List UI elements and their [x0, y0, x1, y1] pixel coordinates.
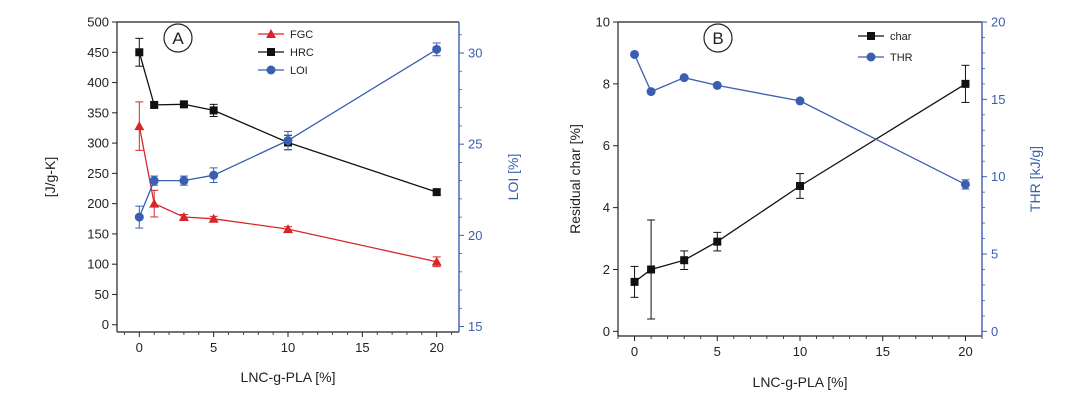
x-tick-label: 20 [429, 340, 443, 355]
legend-marker [867, 32, 875, 40]
data-point [431, 256, 442, 266]
y-tick-label: 350 [87, 105, 109, 120]
data-point [960, 179, 970, 189]
y2-tick-label: 5 [991, 247, 998, 262]
y-tick-label: 2 [603, 262, 610, 277]
legend: FGC HRC LOI [258, 29, 314, 77]
data-point [208, 213, 219, 223]
x-tick-label: 15 [355, 340, 369, 355]
data-point [713, 237, 722, 246]
data-point [679, 73, 689, 83]
legend-label: FGC [290, 29, 313, 41]
y2-tick-label: 25 [468, 137, 482, 152]
series-char [630, 64, 970, 320]
legend-label: LOI [290, 65, 308, 77]
data-point [150, 100, 159, 109]
series-fgc [134, 101, 442, 268]
data-point [179, 176, 189, 186]
x-tick-label: 20 [958, 344, 972, 359]
y-tick-label: 300 [87, 136, 109, 151]
data-point [712, 80, 722, 90]
x-axis-label: LNC-g-PLA [%] [241, 369, 336, 385]
y2-tick-label: 15 [991, 92, 1005, 107]
data-point [630, 277, 639, 286]
data-point [796, 181, 804, 190]
panel-label-circle [163, 23, 193, 53]
y-tick-label: 10 [596, 15, 610, 30]
data-point [432, 44, 442, 54]
data-point [179, 100, 188, 109]
y-tick-label: 450 [87, 45, 109, 60]
y-tick-label: 6 [603, 138, 610, 153]
legend-label: THR [890, 52, 913, 64]
series-line [138, 52, 437, 193]
y-tick-label: 100 [87, 257, 109, 272]
y-tick-label: 8 [603, 76, 610, 91]
y-tick-label: 0 [603, 324, 610, 339]
legend-label: char [890, 31, 912, 43]
y2-tick-label: 15 [468, 319, 482, 334]
panel-a: 0 5 10 15 2005010015020025030035040045050015… [42, 15, 521, 386]
x-tick-label: 5 [210, 340, 217, 355]
data-point [149, 198, 160, 208]
panel-label: A [172, 29, 184, 48]
legend-marker [267, 48, 275, 56]
x-tick-label: 15 [875, 344, 889, 359]
y2-tick-label: 20 [468, 228, 482, 243]
y-tick-label: 250 [87, 166, 109, 181]
data-point [209, 170, 219, 180]
data-point [432, 188, 441, 197]
data-point [646, 87, 656, 97]
y2-axis-label: THR [kJ/g] [1027, 146, 1043, 212]
legend-marker [866, 52, 876, 62]
data-point [149, 176, 159, 186]
x-axis-label: LNC-g-PLA [%] [753, 374, 848, 390]
series-loi [134, 42, 442, 229]
y2-tick-label: 0 [991, 324, 998, 339]
y-tick-label: 500 [87, 15, 109, 30]
data-point [680, 256, 689, 265]
data-point [135, 48, 144, 57]
x-tick-label: 5 [714, 344, 721, 359]
x-tick-label: 0 [631, 344, 638, 359]
panel-label: B [712, 29, 723, 48]
data-point [961, 79, 970, 88]
data-point [630, 49, 640, 59]
data-point [283, 136, 293, 146]
y2-axis-label: LOI [%] [505, 154, 521, 201]
y-tick-label: 4 [603, 200, 610, 215]
data-point [795, 96, 805, 106]
x-tick-label: 10 [793, 344, 807, 359]
y2-tick-label: 20 [991, 15, 1005, 30]
x-tick-label: 10 [281, 340, 295, 355]
series-hrc [135, 37, 441, 197]
y-axis-label: Residual char [%] [567, 124, 583, 234]
y2-tick-label: 30 [468, 46, 482, 61]
y-tick-label: 0 [102, 317, 109, 332]
x-tick-label: 0 [136, 340, 143, 355]
panel-b: 0 5 10 15 20 0 2 4 6 8 10 0 5 10 15 20 LNC-g-PLA [%] Resi… [567, 15, 1043, 391]
y-tick-label: 150 [87, 226, 109, 241]
data-point [134, 121, 145, 131]
y2-tick-label: 10 [991, 169, 1005, 184]
series-line [633, 54, 966, 185]
legend: char THR [858, 31, 913, 64]
series-line [138, 48, 438, 218]
data-point [134, 212, 144, 222]
data-point [209, 106, 218, 115]
y-tick-label: 50 [95, 287, 109, 302]
legend-marker [266, 29, 276, 38]
data-point [178, 211, 189, 221]
legend-marker [266, 65, 276, 75]
data-point [647, 265, 656, 274]
data-point [283, 224, 293, 234]
series-thr [630, 49, 970, 190]
y-axis-label: [J/g-K] [42, 157, 58, 197]
panel-label-circle [703, 23, 733, 53]
legend-label: HRC [290, 47, 314, 59]
y-tick-label: 400 [87, 75, 109, 90]
y-tick-label: 200 [87, 196, 109, 211]
